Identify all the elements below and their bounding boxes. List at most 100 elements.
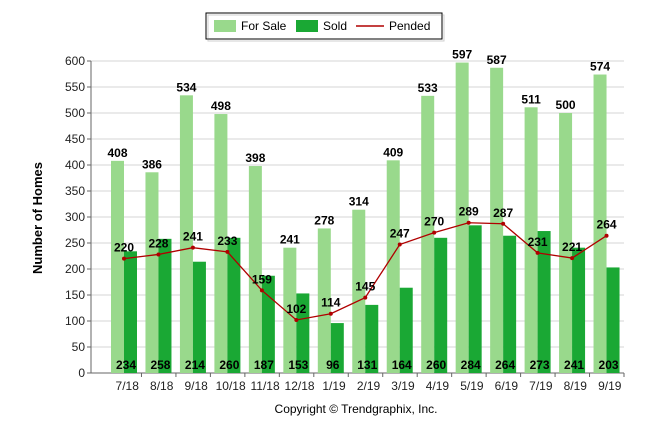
x-tick-label: 11/18 <box>251 379 280 393</box>
data-label-for-sale: 597 <box>452 48 472 62</box>
bar-for-sale <box>386 160 400 373</box>
bar-sold <box>158 238 172 373</box>
data-label-pended: 264 <box>597 218 617 232</box>
data-label-for-sale: 498 <box>211 99 231 113</box>
bar-for-sale <box>145 172 159 373</box>
data-label-for-sale: 386 <box>142 157 162 171</box>
x-axis-ticks: 7/18 8/18 9/18 10/18 11/18 12/18 1/19 2/19 3/19 4… <box>116 373 625 393</box>
bars <box>111 62 620 374</box>
data-label-sold: 164 <box>392 358 412 372</box>
y-axis-ticks: 0 50 100 150 200 250 300 350 400 450 500 550 600 <box>65 54 91 380</box>
data-label-pended: 247 <box>390 227 410 241</box>
data-label-sold: 258 <box>150 358 170 372</box>
legend-label-pended: Pended <box>389 19 430 33</box>
x-tick-label: 12/18 <box>285 379 315 393</box>
legend-swatch-for-sale <box>214 20 236 32</box>
data-label-for-sale: 574 <box>590 60 610 74</box>
x-tick-label: 3/19 <box>391 379 415 393</box>
pended-line <box>122 220 609 322</box>
y-tick-label: 600 <box>65 54 85 68</box>
legend: For Sale Sold Pended <box>205 12 445 42</box>
data-label-sold: 153 <box>288 358 308 372</box>
x-tick-label: 7/19 <box>529 379 553 393</box>
bar-for-sale <box>283 247 297 373</box>
bar-for-sale <box>352 209 366 373</box>
y-tick-label: 500 <box>65 106 85 120</box>
data-label-sold: 187 <box>254 358 274 372</box>
data-label-pended: 233 <box>217 234 237 248</box>
bar-sold <box>261 275 275 373</box>
y-tick-label: 450 <box>65 132 85 146</box>
bar-sold <box>503 235 517 373</box>
data-label-pended: 159 <box>252 272 272 286</box>
data-label-sold: 214 <box>185 358 205 372</box>
pended-point <box>397 242 402 247</box>
bar-sold <box>399 287 413 373</box>
data-label-sold: 234 <box>116 358 136 372</box>
data-label-sold: 273 <box>530 358 550 372</box>
pended-point <box>190 245 195 250</box>
bar-for-sale <box>559 113 573 373</box>
data-label-for-sale: 409 <box>383 145 403 159</box>
data-label-for-sale: 500 <box>556 98 576 112</box>
data-label-for-sale: 534 <box>176 80 196 94</box>
x-tick-label: 2/19 <box>357 379 381 393</box>
y-tick-label: 150 <box>65 288 85 302</box>
pended-point <box>466 220 471 225</box>
y-tick-label: 550 <box>65 80 85 94</box>
pended-point <box>604 233 609 238</box>
pended-point <box>363 295 368 300</box>
bar-sold <box>537 231 551 373</box>
data-label-pended: 241 <box>183 230 203 244</box>
pended-point <box>225 249 230 254</box>
x-tick-label: 6/19 <box>495 379 519 393</box>
data-label-pended: 145 <box>355 280 375 294</box>
bar-for-sale <box>111 160 124 373</box>
pended-point <box>294 317 299 322</box>
bar-sold <box>434 237 448 373</box>
x-tick-label: 8/19 <box>564 379 588 393</box>
x-tick-label: 10/18 <box>216 379 246 393</box>
legend-box <box>205 12 443 40</box>
data-label-pended: 287 <box>493 206 513 220</box>
pended-point <box>432 230 437 235</box>
data-label-pended: 102 <box>286 302 306 316</box>
y-tick-label: 0 <box>78 366 85 380</box>
bar-for-sale <box>179 95 193 373</box>
y-tick-label: 350 <box>65 184 85 198</box>
x-tick-label: 8/18 <box>150 379 174 393</box>
x-tick-label: 7/18 <box>116 379 140 393</box>
bar-for-sale <box>490 67 504 373</box>
x-tick-label: 1/19 <box>322 379 346 393</box>
bar-sold <box>606 267 620 373</box>
bar-for-sale <box>524 107 538 373</box>
y-axis-label: Number of Homes <box>30 162 45 274</box>
copyright-footer: Copyright © Trendgraphix, Inc. <box>275 402 438 416</box>
bar-sold <box>227 237 241 373</box>
bar-for-sale <box>317 228 331 373</box>
data-label-sold: 96 <box>326 358 340 372</box>
legend-shadow <box>207 14 445 42</box>
bar-sold <box>365 304 379 373</box>
data-label-sold: 284 <box>461 358 481 372</box>
bar-for-sale <box>455 62 469 374</box>
bar-for-sale <box>248 166 262 373</box>
data-label-pended: 231 <box>528 235 548 249</box>
legend-swatch-sold <box>296 20 318 32</box>
pended-point <box>122 256 126 261</box>
data-label-pended: 220 <box>114 241 134 255</box>
data-label-sold: 203 <box>599 358 619 372</box>
bar-sold <box>468 225 482 373</box>
data-label-for-sale: 511 <box>521 92 541 106</box>
pended-point <box>259 288 264 293</box>
data-label-sold: 260 <box>219 358 239 372</box>
data-label-for-sale: 533 <box>418 81 438 95</box>
data-label-for-sale: 398 <box>245 151 265 165</box>
data-label-sold: 260 <box>426 358 446 372</box>
y-tick-label: 200 <box>65 262 85 276</box>
y-tick-label: 50 <box>72 340 86 354</box>
bar-for-sale <box>214 114 228 373</box>
x-tick-label: 4/19 <box>426 379 450 393</box>
data-label-pended: 270 <box>424 215 444 229</box>
x-tick-label: 5/19 <box>460 379 484 393</box>
